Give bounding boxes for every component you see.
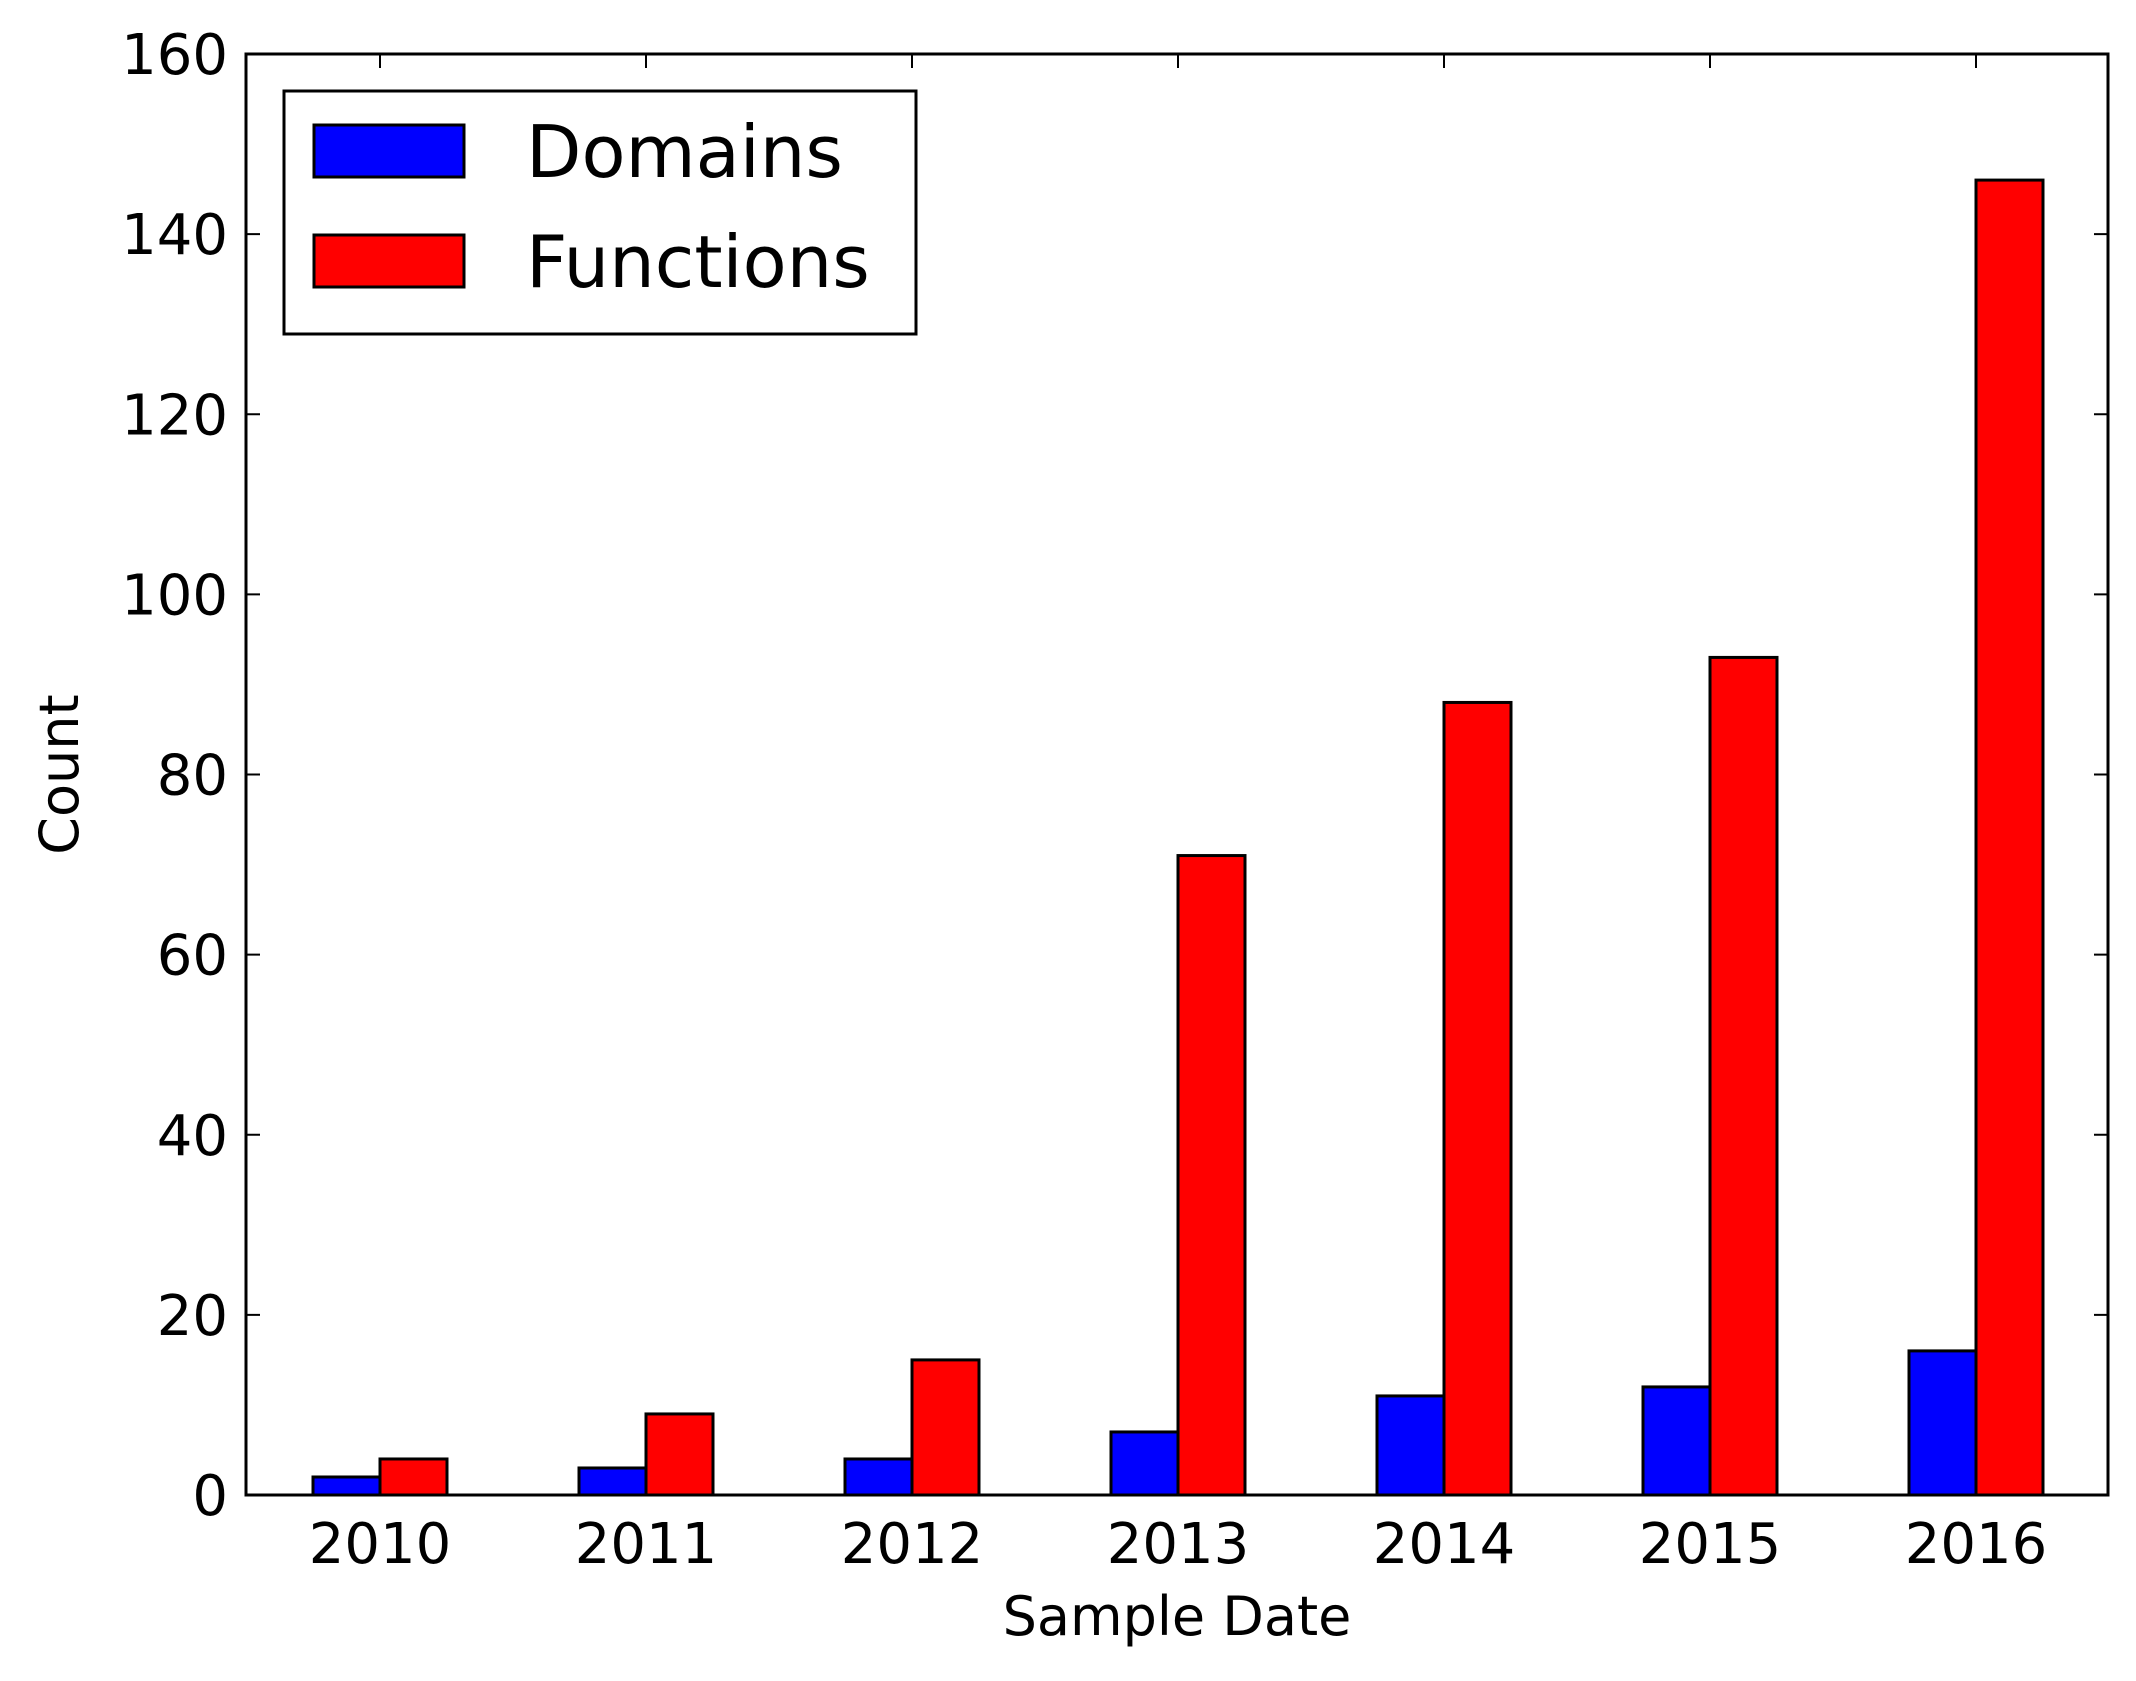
x-axis-label: Sample Date — [1003, 1585, 1352, 1648]
legend-label-domains: Domains — [526, 110, 843, 194]
x-tick-label: 2010 — [309, 1512, 452, 1577]
legend-label-functions: Functions — [526, 220, 870, 304]
bar-domains-2016 — [1907, 1349, 1978, 1497]
y-axis-label: Count — [28, 694, 91, 854]
plot-frame — [244, 52, 2110, 1497]
bar-functions-2013 — [1176, 854, 1247, 1497]
bar-domains-2015 — [1641, 1385, 1712, 1497]
bar-domains-2014 — [1375, 1394, 1446, 1497]
x-tick-label: 2012 — [841, 1512, 984, 1577]
y-tick-label: 100 — [121, 563, 228, 628]
y-tick-label: 120 — [121, 383, 228, 448]
y-tick-label: 60 — [157, 924, 228, 989]
legend-swatch-functions — [312, 233, 466, 289]
tick-labels-group: 2010 2011 2012 2013 2014 2015 2016 0 20 40 60 80 100… — [121, 23, 2047, 1577]
bar-functions-2011 — [644, 1412, 715, 1497]
y-tick-label: 0 — [192, 1464, 228, 1529]
bar-functions-2016 — [1974, 178, 2045, 1497]
bar-domains-2010 — [311, 1475, 382, 1497]
x-tick-label: 2013 — [1107, 1512, 1250, 1577]
y-tick-label: 140 — [121, 203, 228, 268]
bar-domains-2012 — [843, 1457, 914, 1497]
x-tick-label: 2011 — [575, 1512, 718, 1577]
y-tick-label: 40 — [157, 1104, 228, 1169]
y-tick-label: 160 — [121, 23, 228, 88]
legend: Domains Functions — [282, 89, 918, 336]
legend-swatch-domains — [312, 123, 466, 179]
bar-domains-2011 — [577, 1466, 648, 1497]
x-tick-label: 2016 — [1905, 1512, 2048, 1577]
bar-domains-2013 — [1109, 1430, 1180, 1497]
bar-functions-2010 — [378, 1457, 449, 1497]
x-tick-label: 2015 — [1639, 1512, 1782, 1577]
bar-functions-2014 — [1442, 700, 1513, 1497]
x-tick-label: 2014 — [1373, 1512, 1516, 1577]
y-tick-label: 80 — [157, 744, 228, 809]
bars-group — [311, 178, 2045, 1497]
y-tick-label: 20 — [157, 1284, 228, 1349]
bar-functions-2012 — [910, 1358, 981, 1497]
bar-functions-2015 — [1708, 655, 1779, 1497]
